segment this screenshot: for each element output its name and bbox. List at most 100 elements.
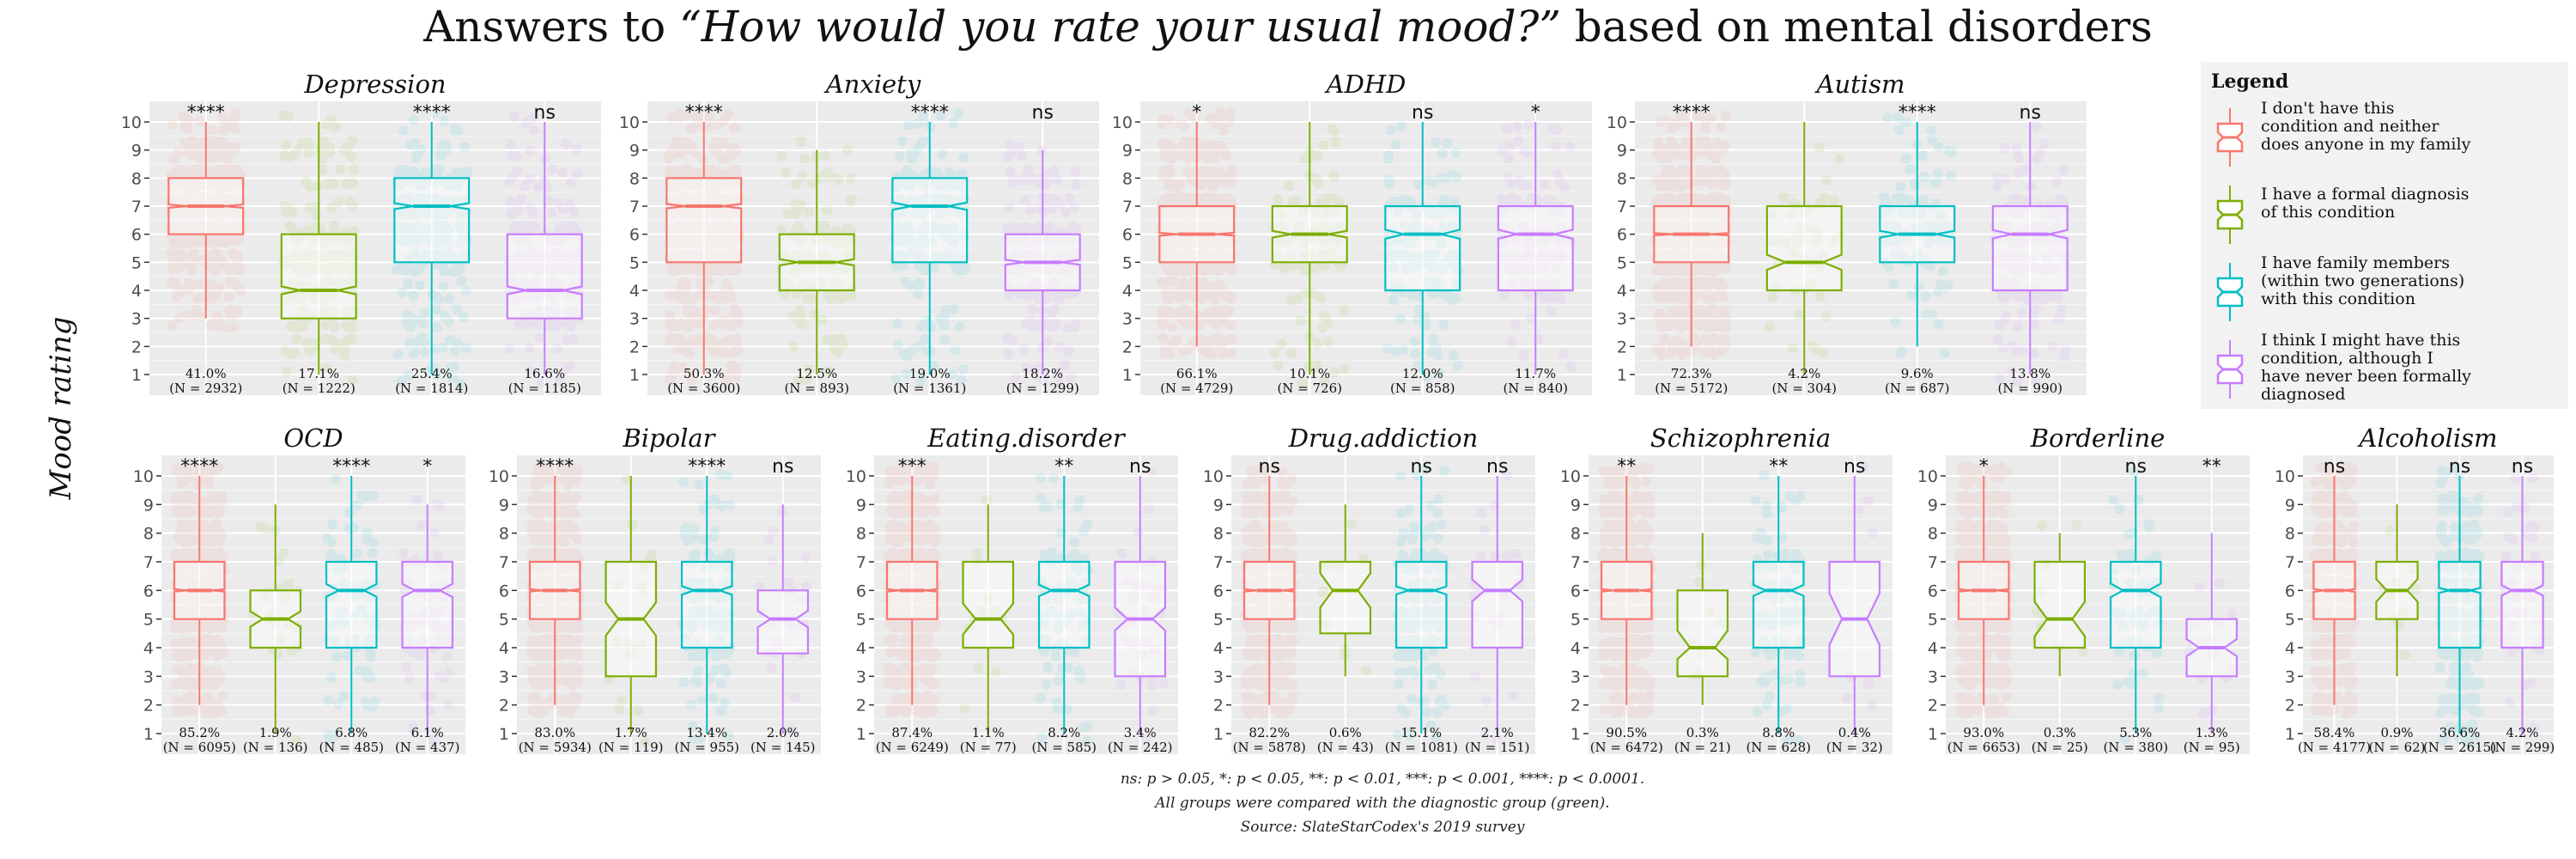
data-point bbox=[181, 138, 192, 149]
data-point bbox=[392, 264, 403, 275]
y-tick-label: 8 bbox=[629, 169, 640, 188]
data-point bbox=[1196, 166, 1207, 177]
data-point bbox=[171, 257, 182, 268]
percent-label: 18.2% bbox=[1022, 366, 1063, 381]
percent-label: 9.6% bbox=[1901, 366, 1934, 381]
data-point bbox=[1650, 174, 1662, 186]
data-point bbox=[191, 310, 202, 321]
data-point bbox=[403, 278, 414, 289]
data-point bbox=[204, 224, 215, 235]
data-point bbox=[2038, 138, 2050, 149]
data-point bbox=[568, 333, 579, 344]
data-point bbox=[2013, 321, 2024, 332]
data-point bbox=[1895, 181, 1906, 192]
y-tick-label: 2 bbox=[1617, 338, 1627, 356]
data-point bbox=[329, 220, 340, 231]
data-point bbox=[309, 235, 320, 246]
significance-label: **** bbox=[911, 102, 949, 124]
data-point bbox=[820, 150, 831, 161]
data-point bbox=[320, 119, 331, 131]
data-point bbox=[223, 169, 234, 180]
data-point bbox=[1431, 137, 1442, 148]
data-point bbox=[292, 322, 303, 333]
data-point bbox=[1221, 114, 1232, 125]
data-point bbox=[1290, 195, 1301, 206]
data-point bbox=[212, 196, 223, 207]
data-point bbox=[919, 333, 930, 344]
data-point bbox=[392, 349, 404, 360]
data-point bbox=[1170, 334, 1182, 345]
data-point bbox=[286, 206, 297, 217]
data-point bbox=[347, 177, 358, 188]
percent-label: 72.3% bbox=[1671, 366, 1712, 381]
data-point bbox=[1209, 113, 1220, 124]
data-point bbox=[167, 233, 179, 244]
data-point bbox=[199, 230, 210, 241]
data-point bbox=[1209, 143, 1220, 155]
data-point bbox=[176, 222, 187, 233]
data-point bbox=[184, 238, 195, 249]
data-point bbox=[296, 305, 307, 316]
data-point bbox=[431, 322, 442, 333]
data-point bbox=[205, 193, 216, 204]
data-point bbox=[1178, 283, 1189, 294]
data-point bbox=[206, 280, 217, 291]
data-point bbox=[1419, 320, 1431, 331]
data-point bbox=[1070, 166, 1081, 177]
data-point bbox=[182, 123, 193, 134]
data-point bbox=[540, 153, 551, 164]
y-tick-label: 7 bbox=[1122, 198, 1133, 216]
y-tick-label: 3 bbox=[1122, 310, 1133, 329]
data-point bbox=[177, 180, 188, 191]
panel-title: Autism bbox=[1814, 70, 1905, 99]
data-point bbox=[176, 249, 187, 260]
data-point bbox=[218, 223, 229, 235]
data-point bbox=[528, 125, 539, 137]
group-i-don-t-have-this-condition-and-neither-: ****72.3%(N = 5172) bbox=[1650, 102, 1732, 396]
data-point bbox=[443, 316, 454, 327]
n-label: (N = 893) bbox=[784, 381, 849, 396]
data-point bbox=[190, 168, 201, 180]
data-point bbox=[234, 206, 245, 217]
data-point bbox=[1226, 164, 1237, 175]
data-point bbox=[1395, 120, 1406, 131]
data-point bbox=[801, 293, 812, 304]
data-point bbox=[1676, 294, 1687, 305]
data-point bbox=[1667, 342, 1678, 353]
data-point bbox=[845, 173, 856, 184]
data-point bbox=[700, 286, 711, 297]
data-point bbox=[1918, 171, 1929, 182]
percent-label: 19.0% bbox=[909, 366, 951, 381]
data-point bbox=[1946, 170, 1957, 181]
data-point bbox=[1167, 276, 1178, 287]
data-point bbox=[1183, 314, 1194, 325]
data-point bbox=[504, 344, 515, 355]
data-point bbox=[732, 345, 744, 356]
data-point bbox=[325, 334, 337, 345]
data-point bbox=[892, 339, 903, 350]
data-point bbox=[1005, 139, 1016, 150]
data-point bbox=[190, 181, 201, 192]
data-point bbox=[318, 135, 329, 146]
n-label: (N = 3600) bbox=[667, 381, 740, 396]
data-point bbox=[1438, 320, 1449, 331]
data-point bbox=[1437, 148, 1448, 159]
box bbox=[1765, 204, 1843, 292]
data-point bbox=[212, 259, 223, 270]
percent-label: 12.0% bbox=[1402, 366, 1443, 381]
data-point bbox=[196, 163, 207, 174]
data-point bbox=[215, 137, 226, 149]
data-point bbox=[1273, 194, 1284, 205]
n-label: (N = 5172) bbox=[1655, 381, 1728, 396]
data-point bbox=[199, 224, 210, 235]
data-point bbox=[179, 238, 191, 249]
data-point bbox=[1552, 125, 1563, 136]
data-point bbox=[922, 345, 933, 356]
data-point bbox=[401, 309, 412, 320]
data-point bbox=[230, 141, 241, 152]
data-point bbox=[204, 192, 216, 204]
data-point bbox=[727, 309, 738, 320]
data-point bbox=[829, 333, 841, 344]
data-point bbox=[200, 192, 211, 203]
data-point bbox=[179, 137, 191, 149]
